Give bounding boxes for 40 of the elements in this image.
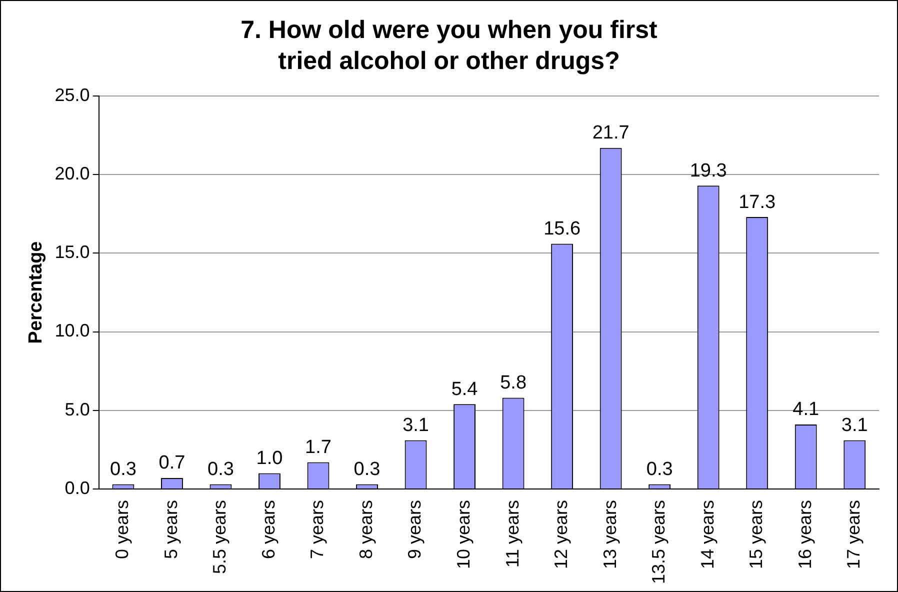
y-tick-label: 10.0 — [54, 320, 90, 341]
data-label: 1.0 — [256, 448, 283, 469]
x-tick-label: 0 years — [112, 500, 132, 559]
y-tick-label: 15.0 — [54, 242, 90, 262]
data-label: 17.3 — [738, 192, 776, 213]
x-tick-label: 5 years — [160, 500, 181, 559]
data-label: 0.3 — [354, 458, 380, 480]
x-tick-label: 12 years — [551, 500, 572, 569]
x-tick-label: 7 years — [307, 500, 328, 559]
x-tick-label: 5.5 years — [210, 500, 230, 574]
y-tick-label: 5.0 — [64, 399, 90, 420]
data-label: 5.4 — [451, 378, 478, 400]
y-tick-label: 25.0 — [54, 84, 90, 105]
chart-title: 7. How old were you when you first tried alcohol or other drugs? — [240, 15, 658, 77]
y-tick-label: 20.0 — [54, 164, 90, 184]
y-tick-label: 0.0 — [64, 478, 90, 498]
data-label: 3.1 — [841, 414, 868, 436]
x-tick-label: 8 years — [356, 500, 376, 559]
x-tick-label: 10 years — [454, 500, 474, 569]
x-tick-label: 9 years — [404, 500, 425, 559]
x-tick-label: 6 years — [258, 500, 278, 559]
x-tick-label: 11 years — [502, 500, 522, 568]
data-label: 0.3 — [208, 458, 234, 480]
x-tick-label: 15 years — [746, 500, 766, 569]
x-tick-label: 14 years — [697, 500, 718, 569]
data-label: 3.1 — [402, 414, 429, 436]
data-label: 5.8 — [500, 372, 527, 394]
data-label: 1.7 — [305, 436, 332, 458]
data-label: 15.6 — [544, 218, 581, 240]
data-label: 21.7 — [592, 122, 630, 144]
y-axis-title: Percentage — [26, 241, 47, 344]
x-tick-label: 17 years — [844, 500, 864, 569]
x-tick-label: 13 years — [600, 500, 620, 569]
data-label: 4.1 — [792, 399, 820, 420]
data-label: 0.3 — [110, 458, 136, 480]
data-label: 0.3 — [646, 458, 673, 480]
data-label: 0.7 — [158, 452, 186, 474]
x-tick-label: 13.5 years — [648, 500, 669, 584]
x-tick-label: 16 years — [794, 500, 815, 569]
data-label: 19.3 — [690, 160, 727, 182]
